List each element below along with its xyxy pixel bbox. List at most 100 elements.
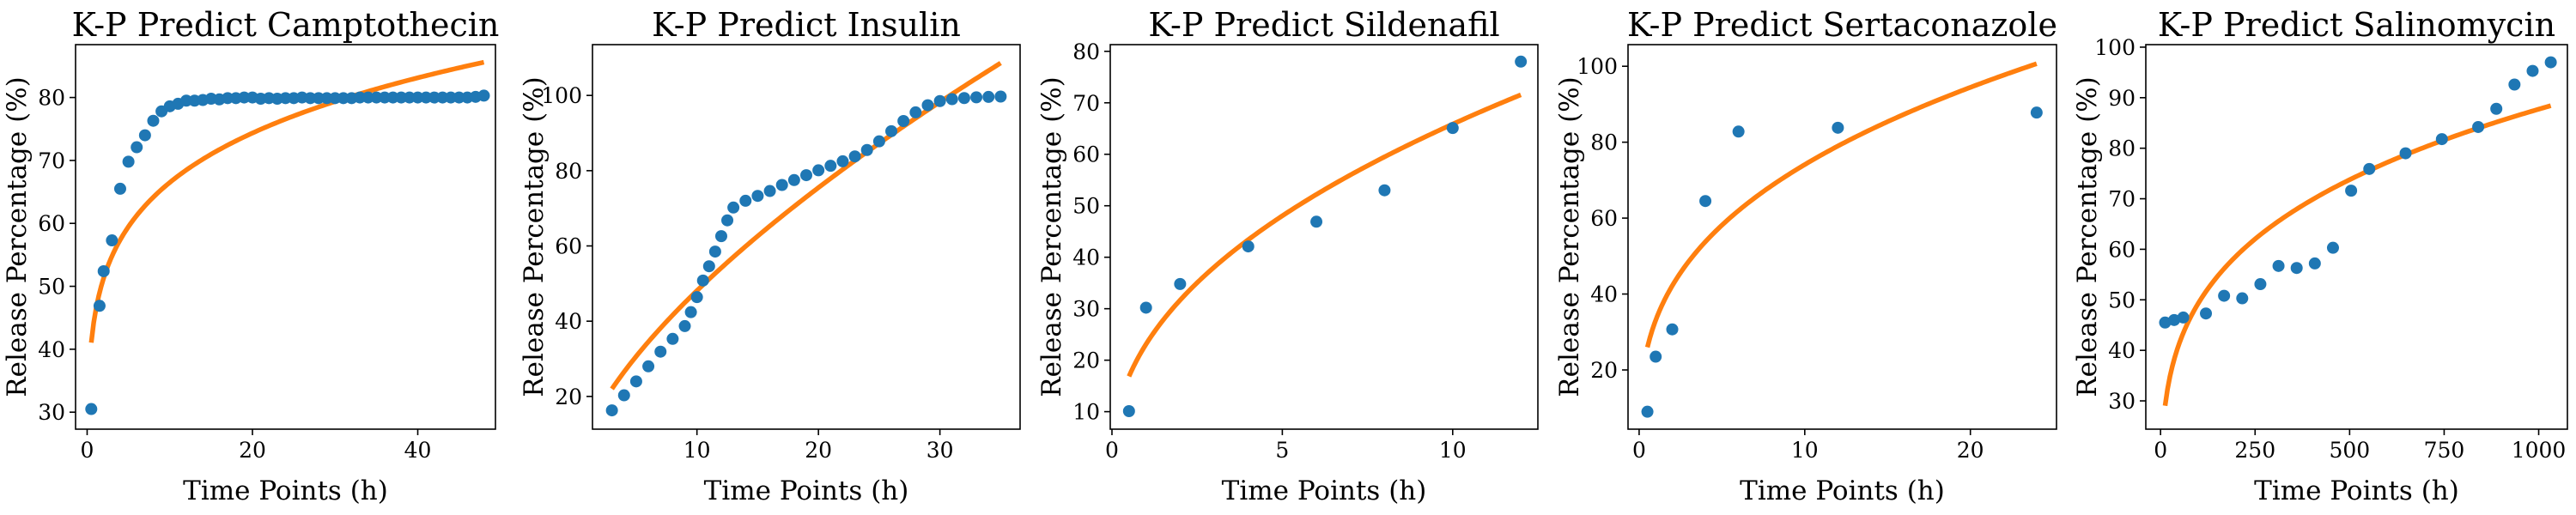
data-point — [97, 264, 110, 277]
x-axis-label: Time Points (h) — [2254, 476, 2459, 506]
data-point — [1310, 215, 1323, 228]
fit-line — [1644, 61, 2038, 348]
data-point — [106, 234, 118, 247]
data-point — [147, 114, 160, 127]
x-axis-label: Time Points (h) — [183, 476, 388, 506]
x-tick-label: 250 — [2234, 438, 2275, 463]
data-point — [2200, 307, 2213, 320]
y-tick-label: 20 — [1072, 348, 1100, 373]
data-point — [812, 164, 825, 177]
plot-frame — [2145, 44, 2568, 430]
x-tick-label: 500 — [2329, 438, 2370, 463]
data-point — [2399, 147, 2412, 160]
data-point — [714, 230, 727, 243]
data-point — [436, 91, 449, 104]
subplot-sildenafil: 0 5 10 10 20 30 40 50 60 70 80 K-P Predict Sildenaf… — [1036, 6, 1539, 506]
y-tick-label: 80 — [1590, 130, 1618, 155]
data-point — [2363, 162, 2376, 175]
data-point — [1732, 125, 1745, 138]
y-axis-label: Release Percentage (%) — [2, 76, 33, 397]
chart-title-insulin: K-P Predict Insulin — [652, 6, 961, 44]
x-tick-label: 0 — [2154, 438, 2167, 463]
data-point — [2508, 78, 2521, 91]
x-axis-label: Time Points (h) — [1740, 476, 1945, 506]
plot-frame — [592, 44, 1021, 430]
x-tick-label: 30 — [927, 438, 954, 463]
data-point — [2526, 64, 2539, 77]
subplot-camptothecin: 0 20 40 30 40 50 60 70 80 K-P Predict Camptotheci… — [2, 6, 499, 506]
x-tick-label: 0 — [1632, 438, 1646, 463]
data-point — [2345, 185, 2358, 197]
data-point — [370, 91, 383, 104]
chart-title-sertaconazole: K-P Predict Sertaconazole — [1627, 6, 2057, 44]
y-axis-label: Release Percentage (%) — [1036, 76, 1067, 397]
x-tick-label: 20 — [1957, 438, 1984, 463]
data-point — [945, 93, 958, 106]
data-point — [982, 90, 995, 103]
y-tick-label: 70 — [2108, 187, 2136, 212]
y-tick-label: 80 — [555, 159, 582, 184]
x-tick-label: 40 — [404, 438, 432, 463]
data-point — [453, 91, 465, 104]
data-point — [238, 91, 251, 104]
data-point — [1699, 195, 1712, 208]
y-tick-label: 30 — [38, 400, 65, 425]
data-point — [848, 150, 861, 163]
data-point — [354, 91, 367, 104]
data-point — [1122, 405, 1135, 418]
data-point — [2168, 313, 2181, 326]
data-point — [860, 143, 873, 156]
data-point — [957, 92, 970, 105]
y-tick-label: 60 — [2108, 237, 2136, 262]
x-tick-label: 10 — [683, 438, 711, 463]
y-axis-label: Release Percentage (%) — [1554, 76, 1585, 397]
data-point — [122, 155, 135, 168]
data-point — [702, 260, 715, 273]
data-point — [2159, 316, 2172, 329]
data-point — [320, 92, 333, 105]
y-tick-label: 50 — [1072, 194, 1100, 219]
y-tick-label: 30 — [1072, 297, 1100, 322]
data-point — [477, 89, 490, 102]
data-point — [113, 182, 126, 195]
data-point — [2544, 56, 2557, 69]
data-point — [824, 160, 837, 173]
data-point — [304, 92, 317, 105]
data-point — [1515, 55, 1528, 68]
data-point — [696, 274, 709, 287]
y-tick-label: 80 — [1072, 39, 1100, 64]
data-point — [337, 92, 349, 105]
data-point — [386, 91, 399, 104]
x-tick-label: 20 — [805, 438, 832, 463]
data-point — [605, 404, 618, 417]
data-point — [629, 375, 642, 388]
y-tick-label: 10 — [1072, 400, 1100, 425]
data-point — [2236, 292, 2249, 305]
y-tick-label: 70 — [1072, 91, 1100, 116]
y-tick-label: 60 — [38, 211, 65, 236]
data-point — [279, 92, 292, 105]
data-point — [921, 99, 934, 112]
plot-frame — [1109, 44, 1539, 430]
subplot-salinomycin: 0 250 500 750 1000 30 40 50 60 70 80 90 100 K-P Predi… — [2072, 6, 2568, 506]
x-tick-label: 10 — [1791, 438, 1819, 463]
plot-frame — [1627, 44, 2057, 430]
data-point — [420, 91, 433, 104]
x-tick-label: 750 — [2424, 438, 2465, 463]
data-point — [403, 91, 416, 104]
data-point — [2290, 262, 2303, 275]
data-point — [1649, 350, 1662, 363]
y-tick-label: 70 — [38, 148, 65, 173]
data-point — [872, 135, 885, 148]
data-point — [179, 94, 192, 107]
data-point — [617, 389, 630, 402]
fit-line — [1127, 92, 1522, 378]
fit-line — [2162, 103, 2552, 407]
x-axis-label: Time Points (h) — [1222, 476, 1427, 506]
data-point — [654, 345, 667, 358]
data-point — [787, 173, 800, 186]
data-point — [775, 179, 788, 191]
data-point — [763, 185, 776, 197]
y-tick-label: 90 — [2108, 86, 2136, 111]
